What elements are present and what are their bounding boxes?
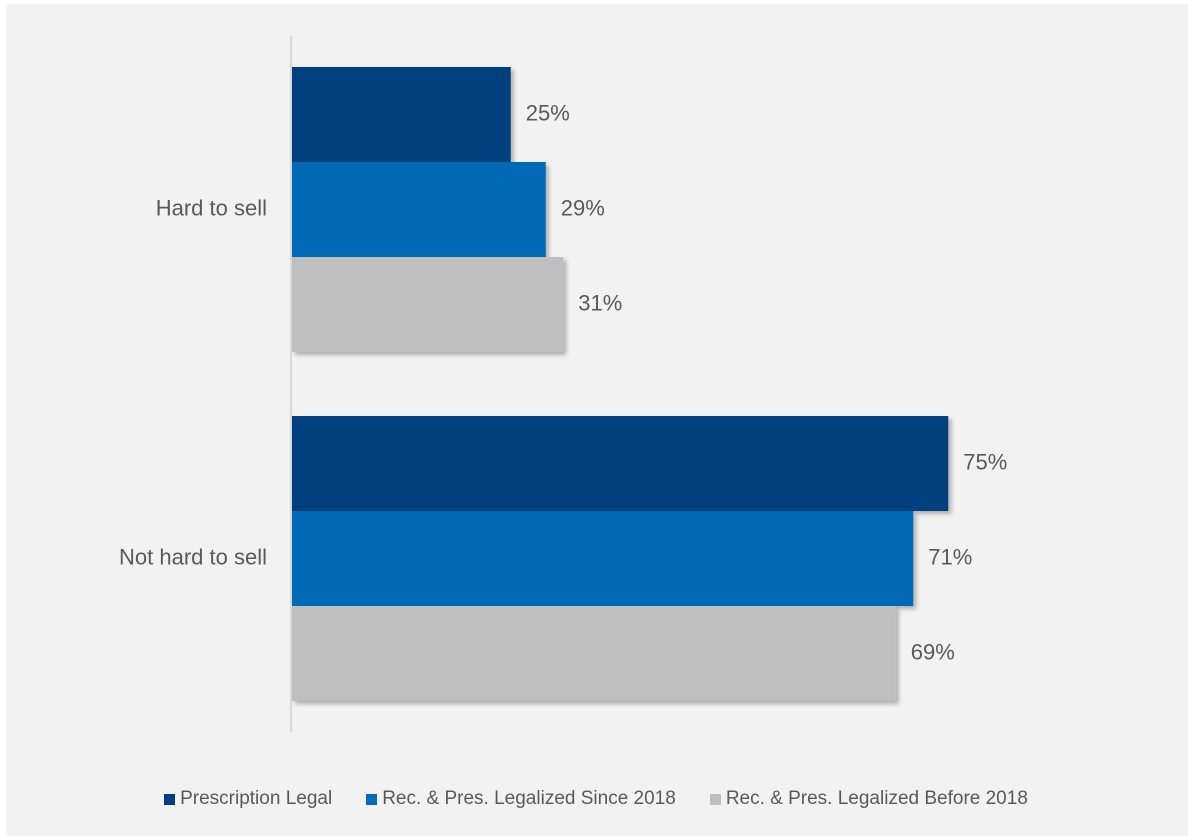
legend-item-since-2018: Rec. & Pres. Legalized Since 2018 xyxy=(366,788,676,810)
bar-prescription-legal xyxy=(292,416,949,511)
legend-label: Prescription Legal xyxy=(180,788,333,809)
category-label: Not hard to sell xyxy=(119,544,267,569)
legend-swatch xyxy=(164,793,176,805)
data-label: 71% xyxy=(928,544,972,569)
data-label: 29% xyxy=(561,195,605,220)
legend: Prescription Legal Rec. & Pres. Legalize… xyxy=(0,788,1192,810)
legend-label: Rec. & Pres. Legalized Before 2018 xyxy=(725,788,1028,809)
legend-item-prescription-legal: Prescription Legal xyxy=(164,788,332,810)
bar-since-2018 xyxy=(292,162,546,257)
data-label: 75% xyxy=(963,449,1007,474)
bar-prescription-legal xyxy=(292,67,511,162)
bar-before-2018 xyxy=(292,257,564,352)
bar-since-2018 xyxy=(292,511,914,606)
data-label: 69% xyxy=(911,639,955,664)
data-label: 31% xyxy=(578,290,622,315)
bar-before-2018 xyxy=(292,606,896,701)
legend-swatch xyxy=(709,793,721,805)
legend-item-before-2018: Rec. & Pres. Legalized Before 2018 xyxy=(709,788,1028,810)
category-label: Hard to sell xyxy=(156,195,267,220)
legend-label: Rec. & Pres. Legalized Since 2018 xyxy=(382,788,676,809)
legend-swatch xyxy=(366,793,378,805)
data-label: 25% xyxy=(526,100,570,125)
